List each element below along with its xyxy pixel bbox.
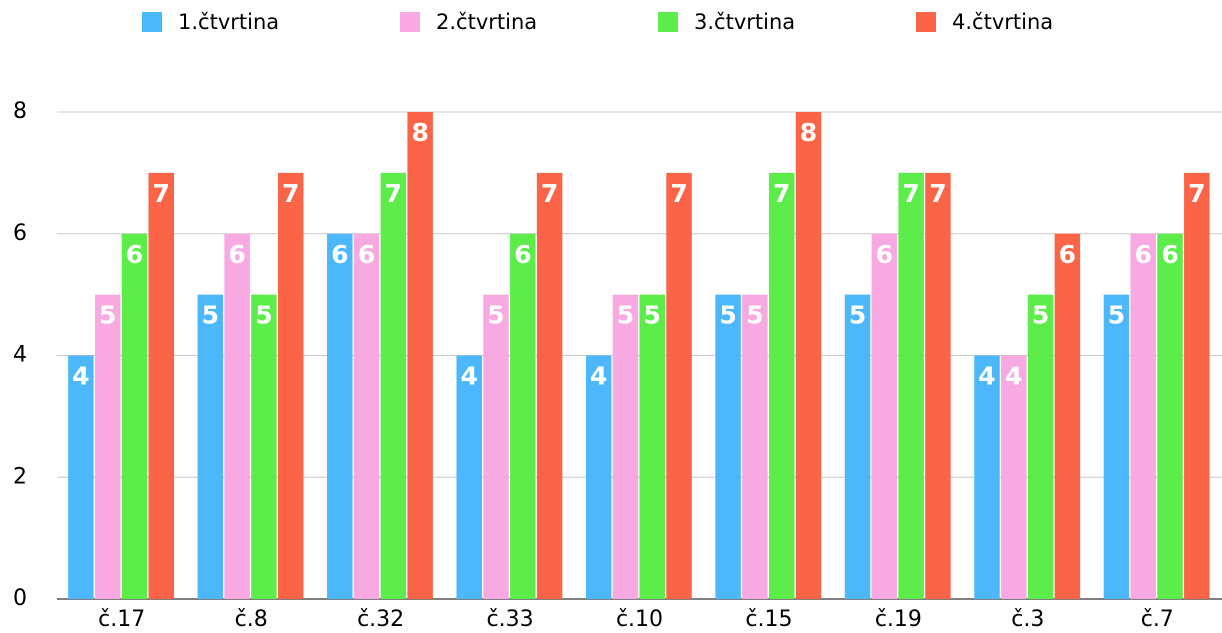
bar [68, 355, 94, 599]
bar [327, 233, 353, 599]
data-label: 6 [228, 240, 245, 269]
bar [121, 233, 148, 599]
data-label: 6 [876, 240, 893, 269]
data-label: 5 [617, 301, 634, 330]
bar [1157, 233, 1183, 599]
data-label: 7 [1188, 179, 1205, 208]
data-label: 4 [978, 362, 995, 391]
bar [844, 294, 871, 599]
data-label: 4 [1005, 362, 1022, 391]
bar [742, 294, 768, 599]
bar [148, 172, 175, 599]
data-label: 7 [902, 179, 919, 208]
legend-swatch [400, 12, 420, 32]
x-tick-label: č.7 [1141, 607, 1174, 632]
bar [407, 112, 433, 599]
bar [768, 172, 795, 599]
data-label: 5 [1108, 301, 1125, 330]
bar [1027, 294, 1054, 599]
data-label: 4 [72, 362, 89, 391]
bar [612, 294, 639, 599]
data-label: 6 [358, 240, 375, 269]
bar [94, 294, 121, 599]
legend-swatch [142, 12, 162, 32]
bar [898, 172, 924, 599]
data-label: 5 [99, 301, 116, 330]
x-tick-label: č.8 [235, 607, 268, 632]
y-tick-label: 8 [13, 99, 27, 124]
bar [277, 172, 304, 599]
y-tick-label: 4 [13, 343, 27, 368]
bar [871, 233, 898, 599]
bar [666, 172, 692, 599]
y-tick-label: 2 [13, 464, 27, 489]
legend-swatch [916, 12, 936, 32]
bar [536, 172, 563, 599]
data-label: 5 [202, 301, 219, 330]
y-tick-label: 0 [13, 586, 27, 611]
data-label: 6 [514, 240, 531, 269]
legend-label: 1.čtvrtina [178, 10, 279, 34]
x-tick-label: č.17 [98, 607, 145, 632]
bar [715, 294, 741, 599]
data-label: 7 [282, 179, 299, 208]
x-tick-label: č.10 [616, 607, 663, 632]
bar [1001, 355, 1027, 599]
legend-label: 3.čtvrtina [694, 10, 795, 34]
bar [639, 294, 665, 599]
data-label: 5 [849, 301, 866, 330]
data-label: 5 [255, 301, 272, 330]
data-label: 4 [461, 362, 478, 391]
data-label: 8 [411, 118, 428, 147]
data-label: 4 [590, 362, 607, 391]
data-label: 8 [800, 118, 817, 147]
data-label: 7 [541, 179, 558, 208]
bar [1130, 233, 1156, 599]
x-tick-label: č.19 [875, 607, 922, 632]
bar [1103, 294, 1130, 599]
data-label: 6 [126, 240, 143, 269]
bar [251, 294, 277, 599]
data-label: 7 [773, 179, 790, 208]
bar [353, 233, 380, 599]
y-tick-label: 6 [13, 221, 27, 246]
data-label: 6 [331, 240, 348, 269]
x-tick-label: č.33 [487, 607, 534, 632]
data-label: 5 [644, 301, 661, 330]
bar [1184, 172, 1210, 599]
data-label: 6 [1135, 240, 1152, 269]
data-label: 5 [719, 301, 736, 330]
bar [925, 172, 951, 599]
data-label: 6 [1059, 240, 1076, 269]
data-label: 7 [385, 179, 402, 208]
data-label: 5 [1032, 301, 1049, 330]
bar [224, 233, 250, 599]
bar [483, 294, 509, 599]
data-label: 7 [670, 179, 687, 208]
bar [510, 233, 536, 599]
data-label: 5 [487, 301, 504, 330]
bar [585, 355, 612, 599]
legend-label: 4.čtvrtina [952, 10, 1053, 34]
bar [1054, 233, 1081, 599]
data-label: 5 [746, 301, 763, 330]
x-tick-label: č.32 [357, 607, 404, 632]
bar [380, 172, 407, 599]
data-label: 7 [929, 179, 946, 208]
bar [456, 355, 482, 599]
x-tick-label: č.3 [1011, 607, 1044, 632]
bar [795, 112, 822, 599]
x-tick-label: č.15 [745, 607, 792, 632]
data-label: 6 [1161, 240, 1178, 269]
legend-label: 2.čtvrtina [436, 10, 537, 34]
bar [197, 294, 224, 599]
bar [974, 355, 1000, 599]
legend-swatch [658, 12, 678, 32]
data-label: 7 [153, 179, 170, 208]
